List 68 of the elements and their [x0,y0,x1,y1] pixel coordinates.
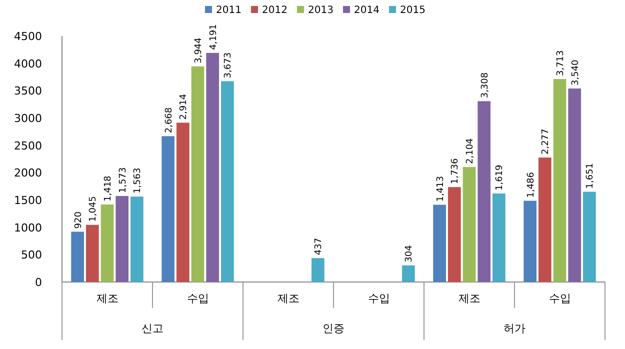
data-label: 1,736 [450,158,461,184]
data-label: 1,619 [495,164,506,190]
data-label: 3,944 [194,37,204,64]
bar [568,88,582,282]
bar [448,187,461,282]
data-label: 1,651 [586,162,596,189]
y-tick-label: 3500 [14,84,42,98]
bar [116,196,129,282]
bar [130,196,144,282]
y-tick-label: 2000 [14,166,42,180]
y-tick-label: 2500 [14,139,42,152]
bar [462,166,476,282]
x-tick-label: 수입 [548,292,571,305]
bar [478,101,491,282]
data-label: 1,563 [133,168,144,194]
y-tick-label: 500 [21,248,42,262]
data-label: 1,486 [526,172,536,198]
x-tick-label: 수입 [186,292,209,305]
data-label: 304 [404,244,415,262]
data-label: 3,308 [480,72,490,98]
bar [433,204,446,282]
bar [100,204,114,282]
data-label: 2,668 [164,107,174,134]
legend-label: 2014 [354,5,380,16]
bar [191,66,204,282]
y-tick-label: 1500 [14,194,42,207]
x-tick-label: 제조 [277,292,300,305]
x-tick-label: 제조 [96,292,118,305]
y-tick-label: 4000 [14,57,42,70]
data-label: 3,673 [224,52,234,78]
data-label: 4,191 [208,24,219,50]
x-tick-label: 제조 [458,292,480,305]
text: 인증 [322,322,344,335]
data-label: 1,045 [88,196,99,222]
x-tick-label: 수입 [368,292,390,305]
bar [221,81,234,282]
bar [538,158,552,282]
data-label: 2,104 [465,138,476,164]
bar [71,232,84,282]
y-tick-label: 4500 [14,30,42,43]
legend-label: 2011 [216,5,242,16]
data-label: 1,573 [118,167,128,194]
bar [176,122,190,282]
data-label: 1,413 [436,176,446,202]
bar [583,192,596,282]
text: 허가 [504,322,526,335]
data-label: 1,418 [103,175,114,202]
legend-label: 2013 [308,5,334,16]
data-label: 2,277 [541,128,552,155]
data-label: 2,914 [179,94,190,120]
legend-label: 2012 [262,5,288,16]
bar [524,200,536,282]
bar [86,224,99,282]
data-label: 437 [314,238,324,256]
data-label: 920 [74,211,84,229]
bar [492,193,506,282]
data-label: 3,540 [570,59,581,86]
y-tick-label: 0 [35,276,42,289]
data-label: 3,713 [556,50,566,76]
y-tick-label: 1000 [14,221,42,234]
bar [402,265,415,282]
text: 신고 [142,322,164,335]
bar [553,79,566,282]
bar [312,258,324,282]
bar [162,136,174,282]
bar [206,52,220,282]
y-tick-label: 3000 [14,112,42,125]
legend-label: 2015 [400,5,426,16]
